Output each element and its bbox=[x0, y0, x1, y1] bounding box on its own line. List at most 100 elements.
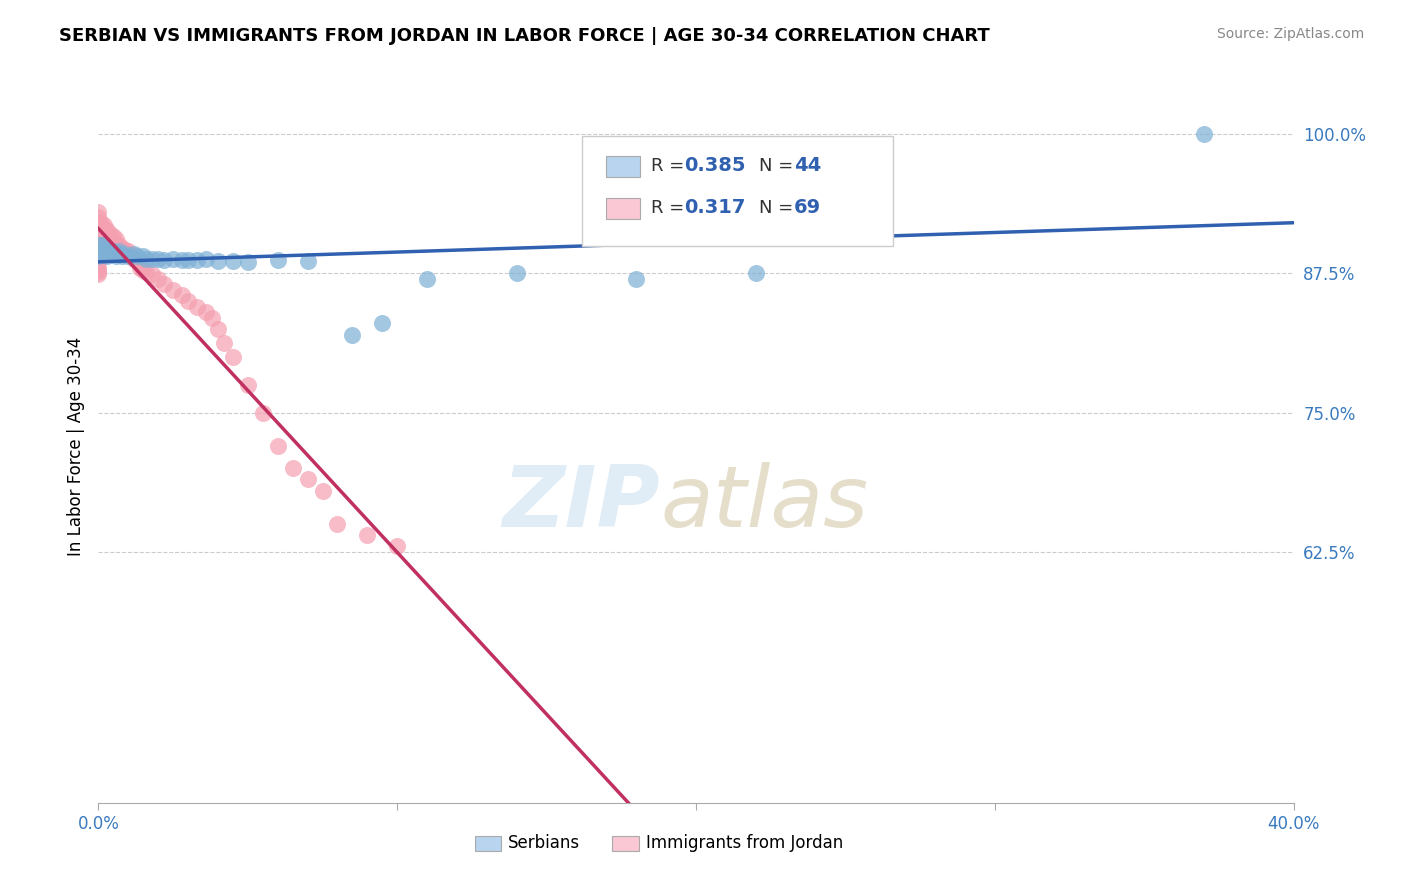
Point bbox=[114, 247, 136, 261]
Point bbox=[114, 243, 136, 257]
Point bbox=[90, 216, 112, 230]
Point bbox=[186, 252, 208, 267]
Point bbox=[103, 244, 125, 258]
Point bbox=[135, 252, 157, 266]
Text: Immigrants from Jordan: Immigrants from Jordan bbox=[645, 834, 844, 852]
Point bbox=[127, 249, 149, 263]
Point bbox=[385, 539, 409, 553]
Point bbox=[281, 461, 304, 475]
Point bbox=[222, 253, 245, 268]
Point bbox=[129, 260, 152, 275]
Point bbox=[148, 271, 170, 285]
Point bbox=[87, 255, 110, 269]
Text: Serbians: Serbians bbox=[509, 834, 581, 852]
Point bbox=[207, 253, 229, 268]
Point bbox=[267, 252, 290, 267]
Point bbox=[93, 240, 115, 255]
Point bbox=[207, 322, 229, 336]
Point bbox=[87, 221, 110, 235]
Point bbox=[177, 252, 200, 267]
Point bbox=[90, 220, 112, 235]
Point bbox=[201, 310, 224, 325]
Point bbox=[172, 252, 194, 267]
Point bbox=[93, 235, 115, 250]
Point bbox=[103, 234, 125, 248]
Point bbox=[105, 246, 128, 260]
Point bbox=[212, 336, 235, 351]
Point bbox=[506, 266, 529, 280]
Point bbox=[93, 222, 115, 236]
Point bbox=[98, 240, 122, 255]
Point bbox=[117, 247, 139, 261]
Point bbox=[297, 473, 319, 487]
Point bbox=[1192, 127, 1215, 141]
Point bbox=[267, 439, 290, 453]
Point bbox=[356, 528, 378, 542]
Point bbox=[93, 238, 115, 252]
Point bbox=[87, 262, 110, 277]
Point bbox=[177, 293, 200, 308]
Point bbox=[148, 252, 170, 266]
Point bbox=[96, 244, 118, 258]
Point bbox=[98, 244, 122, 258]
Point bbox=[93, 231, 115, 245]
Point bbox=[98, 231, 122, 245]
Point bbox=[162, 252, 184, 266]
Point bbox=[98, 247, 122, 261]
Point bbox=[93, 227, 115, 241]
Text: 69: 69 bbox=[794, 198, 821, 217]
Point bbox=[120, 249, 142, 263]
Point bbox=[87, 233, 110, 247]
Text: N =: N = bbox=[759, 157, 799, 175]
Point bbox=[108, 238, 131, 252]
Point bbox=[105, 231, 128, 245]
Point bbox=[117, 244, 139, 258]
Point bbox=[222, 350, 245, 364]
Point bbox=[90, 229, 112, 244]
Point bbox=[626, 271, 648, 285]
Point bbox=[98, 235, 122, 250]
Point bbox=[96, 222, 118, 236]
Point bbox=[141, 252, 163, 266]
Bar bbox=[606, 198, 640, 219]
Point bbox=[236, 377, 259, 392]
Point bbox=[87, 216, 110, 230]
Text: N =: N = bbox=[759, 199, 799, 217]
Point bbox=[252, 405, 274, 419]
Point bbox=[90, 244, 112, 258]
FancyBboxPatch shape bbox=[582, 136, 893, 246]
Point bbox=[103, 229, 125, 244]
Point bbox=[87, 249, 110, 263]
Point bbox=[96, 235, 118, 250]
Point bbox=[96, 231, 118, 245]
Bar bbox=[606, 155, 640, 177]
Point bbox=[342, 327, 364, 342]
Point bbox=[135, 265, 157, 279]
Point bbox=[87, 260, 110, 275]
Point bbox=[105, 249, 128, 263]
Point bbox=[236, 255, 259, 269]
Point bbox=[87, 238, 110, 252]
Point bbox=[311, 483, 333, 498]
Point bbox=[195, 305, 218, 319]
Point bbox=[195, 252, 218, 266]
Point bbox=[172, 288, 194, 302]
Point bbox=[127, 253, 149, 268]
Point bbox=[108, 247, 131, 261]
Point bbox=[108, 244, 131, 258]
Point bbox=[371, 316, 394, 330]
Point bbox=[186, 300, 208, 314]
Text: R =: R = bbox=[651, 199, 689, 217]
Bar bbox=[613, 836, 638, 851]
Point bbox=[87, 204, 110, 219]
Point bbox=[105, 238, 128, 252]
Point bbox=[117, 249, 139, 263]
Point bbox=[87, 268, 110, 282]
Text: 44: 44 bbox=[794, 156, 821, 175]
Point bbox=[87, 211, 110, 225]
Point bbox=[87, 238, 110, 252]
Point bbox=[96, 227, 118, 241]
Point bbox=[87, 265, 110, 279]
Text: SERBIAN VS IMMIGRANTS FROM JORDAN IN LABOR FORCE | AGE 30-34 CORRELATION CHART: SERBIAN VS IMMIGRANTS FROM JORDAN IN LAB… bbox=[59, 27, 990, 45]
Point bbox=[93, 244, 115, 258]
